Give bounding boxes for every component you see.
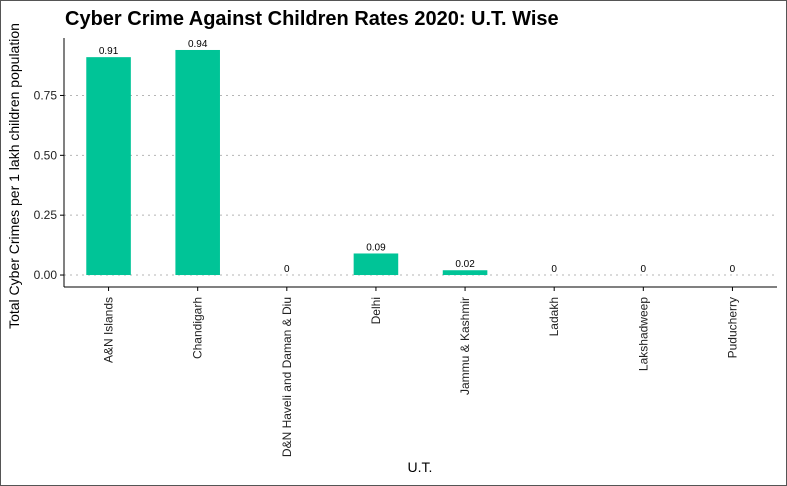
- x-axis-title: U.T.: [408, 459, 433, 475]
- data-label: 0.09: [366, 242, 386, 253]
- data-labels: 0.91 0.94 0 0.09 0.02 0 0 0: [99, 39, 736, 275]
- data-label: 0: [551, 264, 557, 275]
- y-tick-labels: 0.00 0.25 0.50 0.75: [34, 88, 58, 282]
- data-label: 0: [284, 264, 290, 275]
- y-tick-label: 0.25: [34, 208, 58, 222]
- y-tick-label: 0.75: [34, 88, 58, 102]
- axes: [60, 38, 777, 291]
- x-tick-label: Ladakh: [547, 297, 561, 336]
- x-tick-label: Chandigarh: [191, 297, 205, 359]
- x-tick-labels: A&N Islands Chandigarh D&N Haveli and Dama…: [102, 297, 740, 457]
- bar: [86, 57, 131, 276]
- x-tick-label: A&N Islands: [102, 297, 116, 363]
- bars: [86, 49, 488, 276]
- data-label: 0: [641, 264, 647, 275]
- x-tick-label: D&N Haveli and Daman & Diu: [280, 297, 294, 457]
- data-label: 0.94: [188, 39, 208, 50]
- bar: [442, 270, 488, 276]
- x-tick-label: Jammu & Kashmir: [458, 297, 472, 395]
- x-tick-label: Delhi: [369, 297, 383, 324]
- chart-title: Cyber Crime Against Children Rates 2020:…: [65, 8, 559, 30]
- y-tick-label: 0.00: [34, 268, 58, 282]
- x-tick-label: Lakshadweep: [636, 297, 650, 371]
- bar: [175, 49, 220, 276]
- data-label: 0.02: [455, 259, 475, 270]
- grid-lines: [64, 94, 777, 276]
- bar: [353, 253, 399, 276]
- data-label: 0.91: [99, 46, 119, 57]
- data-label: 0: [730, 264, 736, 275]
- y-tick-label: 0.50: [34, 148, 58, 162]
- y-axis-title: Total Cyber Crimes per 1 lakh children p…: [6, 23, 22, 329]
- x-tick-label: Puducherry: [725, 297, 739, 358]
